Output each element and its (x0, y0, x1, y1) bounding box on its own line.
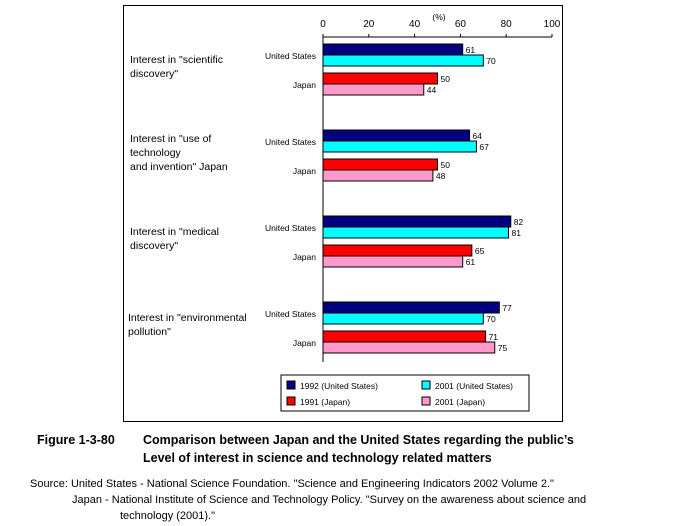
legend-swatch (421, 396, 431, 406)
x-tick-label: 40 (409, 19, 421, 30)
row-label: United States (265, 137, 316, 147)
group-label-line: discovery" (130, 240, 178, 252)
group-label-line: Interest in "scientific (130, 54, 223, 66)
legend-swatch (286, 396, 296, 406)
bar (322, 169, 434, 182)
bar (322, 72, 438, 85)
chart-frame: (%) 0 20 40 60 80 100 Interest in "scientific di… (123, 5, 563, 422)
source-line-3: technology (2001)." (120, 510, 216, 522)
data-label: 48 (436, 171, 446, 181)
unit-label: (%) (432, 12, 445, 22)
data-label: 65 (475, 246, 485, 256)
data-label: 61 (466, 257, 476, 267)
row-label: United States (265, 51, 316, 61)
group-label-line: technology (130, 147, 182, 159)
row-label: Japan (293, 338, 316, 348)
group-label-line: and invention" Japan (130, 161, 228, 173)
x-tick-label: 0 (320, 19, 326, 30)
figure-title-line-1: Comparison between Japan and the United … (143, 433, 574, 447)
bar (322, 129, 471, 142)
bar (322, 140, 477, 153)
bar (322, 341, 496, 354)
group-label-line: Interest in "medical (130, 226, 219, 238)
bar (322, 330, 487, 343)
row-label: United States (265, 223, 316, 233)
row-label: Japan (293, 252, 316, 262)
group-label-line: Interest in "environmental (128, 312, 247, 324)
data-label: 50 (441, 74, 451, 84)
group-label-line: Interest in "use of (130, 133, 211, 145)
data-label: 75 (498, 343, 508, 353)
bar (322, 301, 500, 314)
data-label: 81 (511, 228, 521, 238)
bar (322, 215, 512, 228)
x-tick-label: 100 (544, 19, 561, 30)
bar (322, 43, 464, 56)
legend-label: 1991 (Japan) (300, 397, 350, 407)
x-tick-label: 20 (363, 19, 375, 30)
row-label: United States (265, 309, 316, 319)
data-label: 71 (489, 332, 499, 342)
x-tick-label: 80 (501, 19, 513, 30)
source-line-1: Source: United States - National Science… (30, 478, 554, 490)
legend-label: 1992 (United States) (300, 381, 378, 391)
bar (322, 255, 464, 268)
data-label: 70 (486, 56, 496, 66)
source-line-2: Japan - National Institute of Science an… (72, 494, 587, 506)
bar (322, 226, 509, 239)
figure-title-line-2: Level of interest in science and technol… (143, 451, 492, 465)
data-label: 61 (466, 45, 476, 55)
row-label: Japan (293, 80, 316, 90)
data-label: 50 (441, 160, 451, 170)
bar (322, 158, 438, 171)
data-label: 64 (473, 131, 483, 141)
row-label: Japan (293, 166, 316, 176)
group-label-line: discovery" (130, 68, 178, 80)
bar-chart: (%) 0 20 40 60 80 100 Interest in "scientific di… (128, 12, 561, 412)
bar (322, 244, 473, 257)
bar (322, 312, 484, 325)
data-label: 82 (514, 217, 524, 227)
x-tick-label: 60 (455, 19, 467, 30)
legend-label: 2001 (Japan) (435, 397, 485, 407)
data-label: 77 (502, 303, 512, 313)
group-label-line: pollution" (128, 326, 171, 338)
legend-label: 2001 (United States) (435, 381, 513, 391)
legend-swatch (286, 380, 296, 390)
legend-box (280, 374, 530, 412)
bar (322, 54, 484, 67)
bar (322, 83, 425, 96)
figure-number: Figure 1-3-80 (37, 433, 115, 447)
data-label: 67 (479, 142, 489, 152)
data-label: 44 (427, 85, 437, 95)
legend-swatch (421, 380, 431, 390)
data-label: 70 (486, 314, 496, 324)
